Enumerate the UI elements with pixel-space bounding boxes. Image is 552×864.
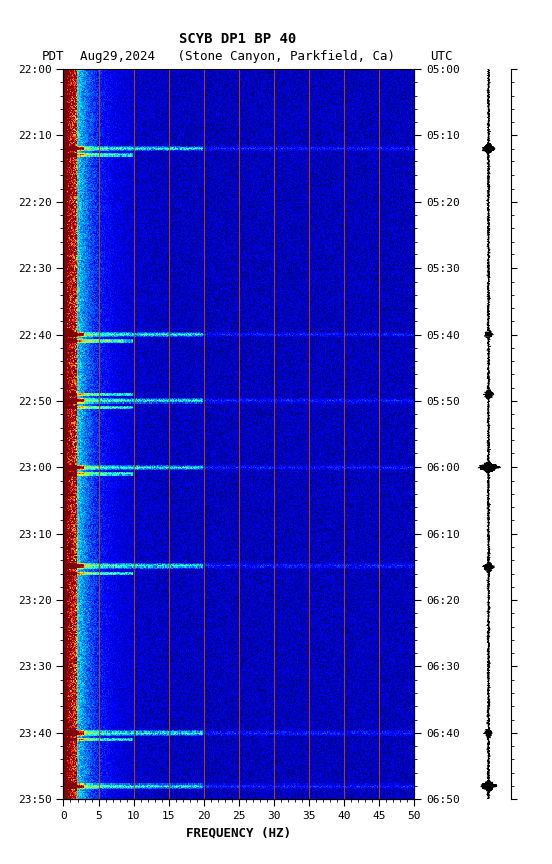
Text: UTC: UTC (431, 49, 453, 63)
Text: PDT: PDT (41, 49, 64, 63)
Text: SCYB DP1 BP 40: SCYB DP1 BP 40 (179, 32, 296, 46)
X-axis label: FREQUENCY (HZ): FREQUENCY (HZ) (186, 827, 291, 840)
Text: Aug29,2024   (Stone Canyon, Parkfield, Ca): Aug29,2024 (Stone Canyon, Parkfield, Ca) (80, 49, 395, 63)
